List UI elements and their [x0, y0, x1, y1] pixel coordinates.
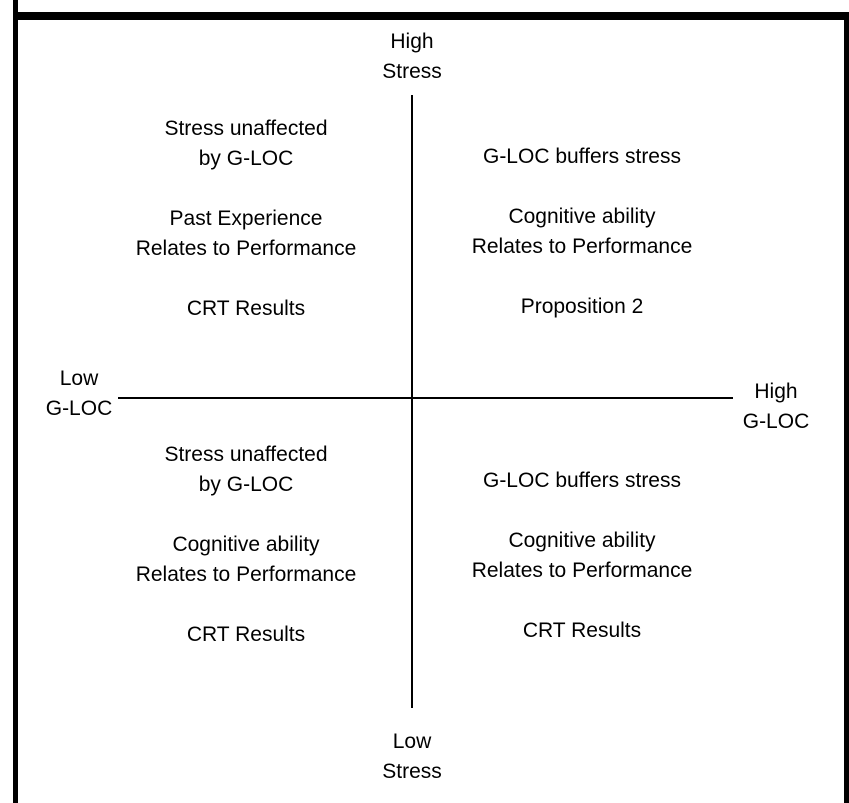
quadrant-text-group: Cognitive ability Relates to Performance: [422, 202, 742, 262]
quadrant-text-line: G-LOC buffers stress: [482, 145, 681, 168]
quadrant-text-line: Stress unaffected: [164, 443, 328, 466]
quadrant-text-line: G-LOC buffers stress: [482, 469, 681, 492]
quadrant-text-line: Relates to Performance: [135, 237, 357, 260]
axis-label-high-stress: High Stress: [342, 27, 482, 87]
quadrant-text-line: Stress unaffected: [164, 117, 328, 140]
quadrant-text-line: CRT Results: [186, 623, 306, 646]
axis-label-line: Low: [59, 367, 99, 390]
axis-label-line: G-LOC: [45, 397, 113, 420]
frame-right-border: [844, 12, 849, 803]
quadrant-text-group: CRT Results: [86, 620, 406, 650]
quadrant-text-group: G-LOC buffers stress: [422, 142, 742, 172]
quadrant-text-line: Relates to Performance: [135, 563, 357, 586]
axis-label-line: High: [390, 30, 434, 53]
axis-label-line: Stress: [382, 760, 442, 783]
quadrant-text-group: Stress unaffected by G-LOC: [86, 114, 406, 174]
axis-label-line: Stress: [382, 60, 442, 83]
horizontal-axis-line: [118, 397, 733, 399]
quadrant-text-group: CRT Results: [86, 294, 406, 324]
quadrant-text-line: Cognitive ability: [508, 529, 656, 552]
quadrant-top-right: G-LOC buffers stress Cognitive ability R…: [422, 142, 742, 322]
quadrant-text-group: G-LOC buffers stress: [422, 466, 742, 496]
axis-label-high-gloc: High G-LOC: [716, 377, 836, 437]
quadrant-text-line: Cognitive ability: [172, 533, 320, 556]
quadrant-text-group: Cognitive ability Relates to Performance: [422, 526, 742, 586]
frame-top-border: [13, 12, 849, 20]
quadrant-top-left: Stress unaffected by G-LOC Past Experien…: [86, 114, 406, 324]
quadrant-text-line: Past Experience: [169, 207, 323, 230]
axis-label-line: Low: [392, 730, 432, 753]
quadrant-text-group: Cognitive ability Relates to Performance: [86, 530, 406, 590]
quadrant-text-line: Cognitive ability: [508, 205, 656, 228]
quadrant-text-line: Relates to Performance: [471, 235, 693, 258]
quadrant-text-group: Past Experience Relates to Performance: [86, 204, 406, 264]
quadrant-bottom-right: G-LOC buffers stress Cognitive ability R…: [422, 466, 742, 646]
frame-left-border: [13, 0, 18, 803]
quadrant-text-line: Proposition 2: [520, 295, 644, 318]
quadrant-text-group: Proposition 2: [422, 292, 742, 322]
quadrant-text-line: Relates to Performance: [471, 559, 693, 582]
quadrant-text-line: by G-LOC: [198, 473, 294, 496]
axis-label-line: G-LOC: [742, 410, 810, 433]
quadrant-text-line: by G-LOC: [198, 147, 294, 170]
quadrant-text-line: CRT Results: [186, 297, 306, 320]
quadrant-text-group: Stress unaffected by G-LOC: [86, 440, 406, 500]
axis-label-low-stress: Low Stress: [342, 727, 482, 787]
axis-label-low-gloc: Low G-LOC: [19, 364, 139, 424]
vertical-axis-line: [411, 95, 413, 708]
quadrant-bottom-left: Stress unaffected by G-LOC Cognitive abi…: [86, 440, 406, 650]
quadrant-text-group: CRT Results: [422, 616, 742, 646]
axis-label-line: High: [754, 380, 798, 403]
quadrant-text-line: CRT Results: [522, 619, 642, 642]
